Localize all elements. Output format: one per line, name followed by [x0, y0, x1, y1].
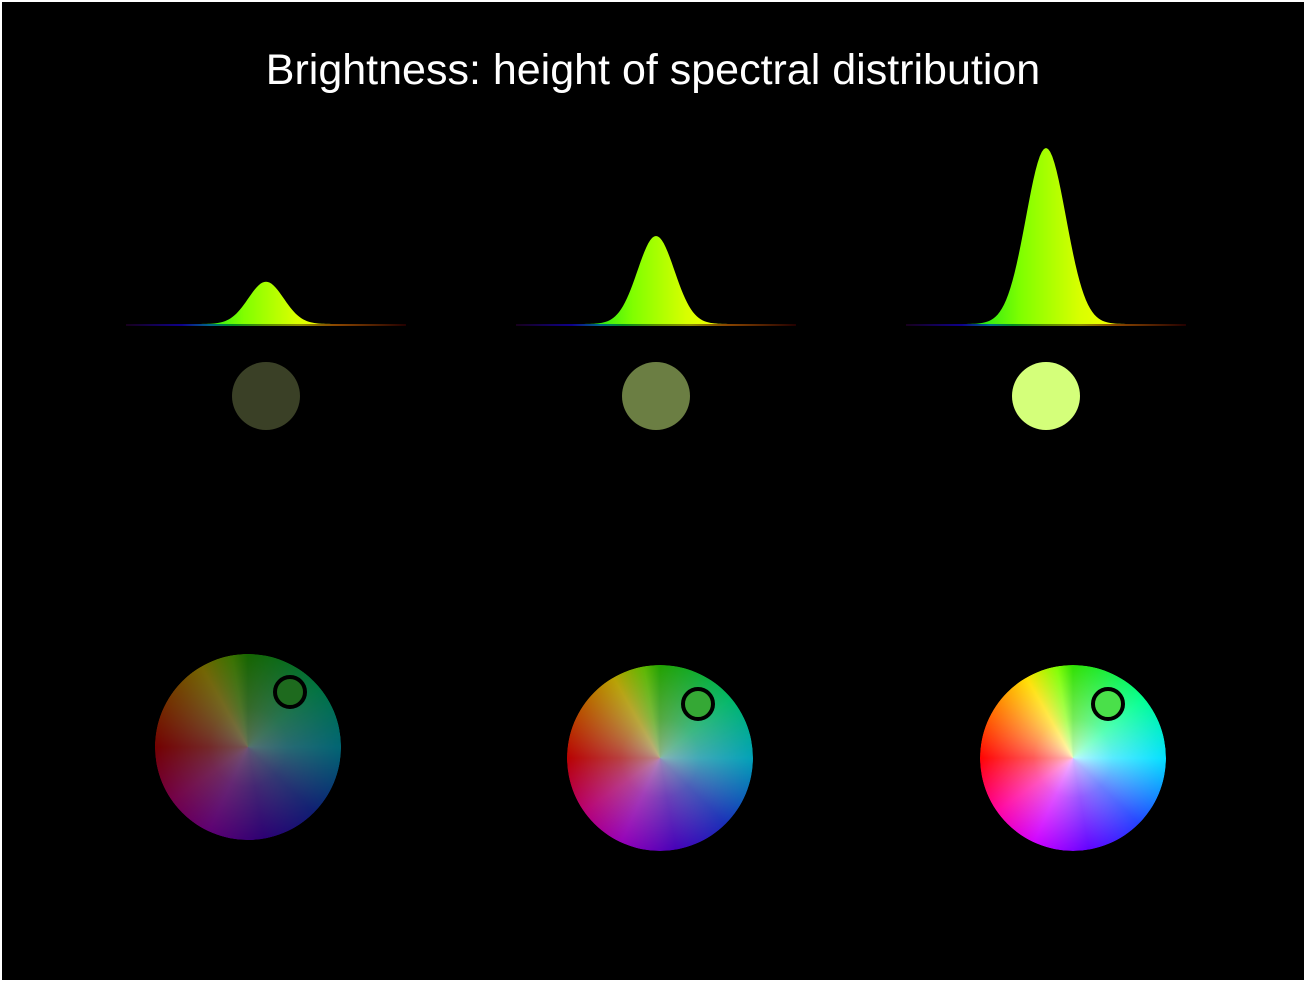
swatch-layer: [232, 362, 1080, 430]
perceived-color-swatch: [232, 362, 300, 430]
spectrum-baseline: [906, 324, 1186, 326]
color-wheel-desaturation: [980, 665, 1166, 851]
spectral-peak: [191, 281, 341, 324]
spectra-layer: [126, 148, 1186, 326]
color-wheel: [155, 654, 341, 840]
color-wheel: [980, 665, 1166, 851]
hue-marker-ring: [1091, 687, 1125, 721]
perceived-color-swatch: [1012, 362, 1080, 430]
color-wheel-darkening: [567, 665, 753, 851]
spectral-peak: [962, 148, 1130, 324]
spectrum-baseline: [126, 324, 406, 326]
spectral-peak: [578, 236, 734, 324]
color-wheel: [567, 665, 753, 851]
perceived-color-swatch: [622, 362, 690, 430]
slide-title: Brightness: height of spectral distribut…: [265, 46, 1041, 94]
color-wheel-darkening: [155, 654, 341, 840]
hue-marker-ring: [273, 675, 307, 709]
color-wheel-desaturation: [567, 665, 753, 851]
hue-marker-ring: [681, 687, 715, 721]
spectrum-baseline: [516, 324, 796, 326]
